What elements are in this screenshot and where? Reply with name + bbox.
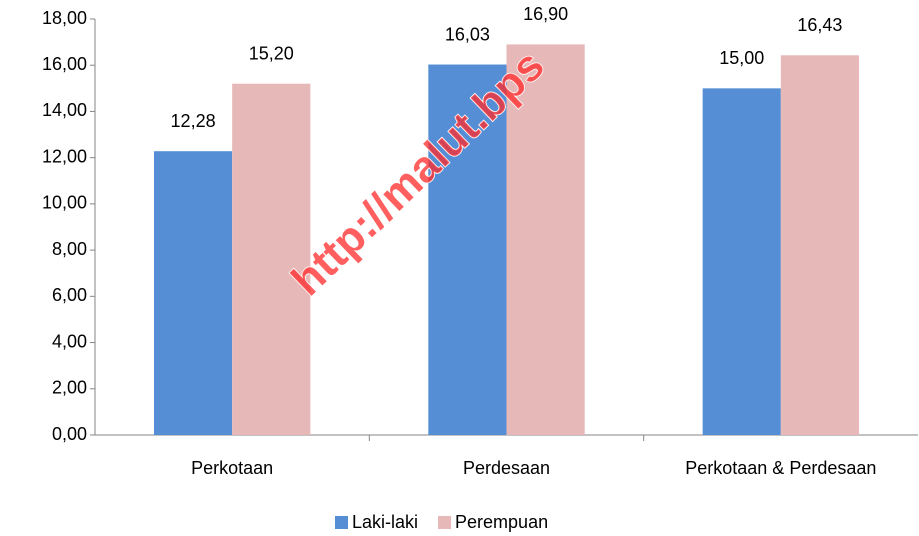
y-tick-label: 8,00 [52,239,87,259]
y-tick-label: 14,00 [42,100,87,120]
legend-label: Laki-laki [352,512,418,532]
bar [780,55,860,435]
value-label: 15,00 [719,48,764,68]
bar [153,151,233,435]
x-tick-label: Perdesaan [463,458,550,478]
y-tick-label: 2,00 [52,378,87,398]
x-tick-label: Perkotaan & Perdesaan [685,458,876,478]
value-label: 16,90 [523,4,568,24]
y-tick-label: 4,00 [52,331,87,351]
bar [232,83,311,435]
y-tick-label: 0,00 [52,424,87,444]
bar [702,88,781,435]
legend-swatch [438,516,452,529]
y-tick-label: 16,00 [42,54,87,74]
bar [506,44,585,436]
y-tick-label: 6,00 [52,285,87,305]
x-tick-label: Perkotaan [191,458,273,478]
y-tick-label: 12,00 [42,146,87,166]
bar [428,64,507,435]
legend-swatch [335,516,348,529]
value-label: 16,43 [797,15,842,35]
value-label: 12,28 [171,111,216,131]
y-tick-label: 18,00 [42,8,87,28]
value-label: 15,20 [249,43,294,63]
y-tick-label: 10,00 [42,193,87,213]
legend-label: Perempuan [455,512,548,532]
value-label: 16,03 [445,24,490,44]
